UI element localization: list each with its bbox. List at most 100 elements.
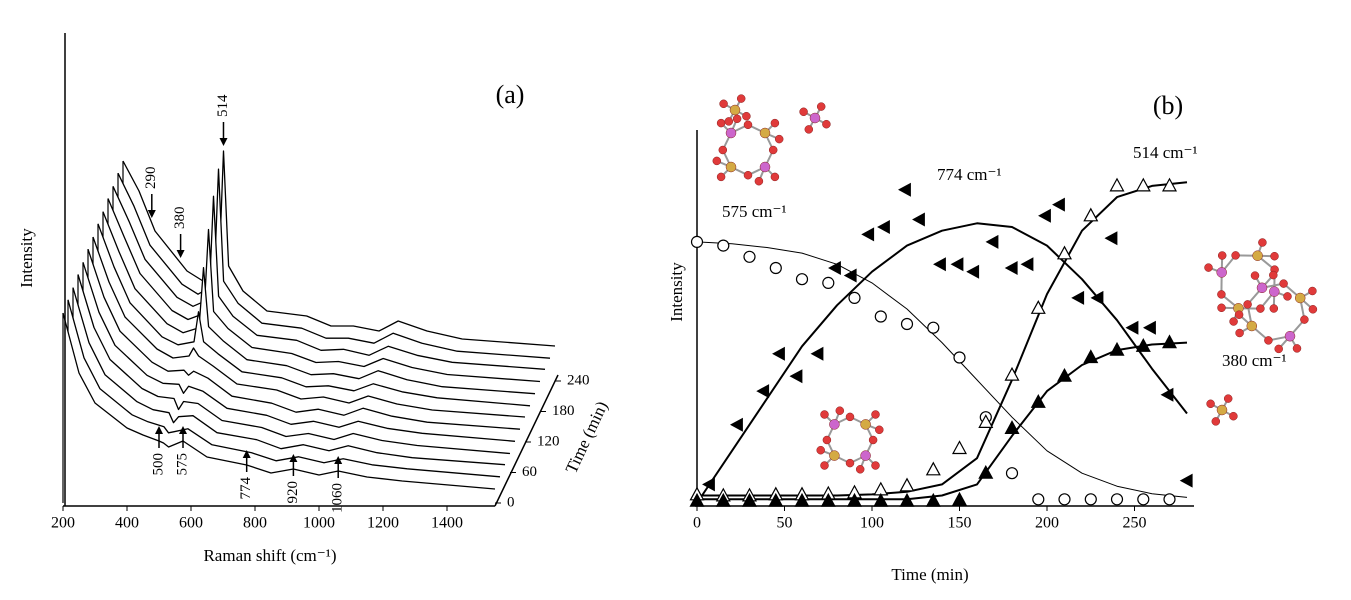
marker [1058, 493, 1071, 506]
atom [743, 170, 753, 180]
series-label: 774 cm⁻¹ [937, 165, 1002, 184]
marker [743, 250, 756, 263]
atom [871, 461, 880, 470]
z-tick-label: 180 [552, 403, 575, 419]
marker [1160, 387, 1174, 402]
marker [768, 492, 784, 507]
arrow-head [289, 454, 298, 462]
spectrum-line [67, 299, 501, 478]
marker [877, 219, 890, 235]
atom [871, 410, 880, 419]
atom [719, 99, 728, 109]
marker [861, 227, 875, 242]
molecule-icon [799, 102, 831, 134]
spectrum-line [82, 262, 516, 442]
atom [1246, 320, 1258, 332]
marker [1083, 207, 1099, 222]
marker [925, 461, 941, 476]
marker [933, 257, 946, 272]
x-tick-label: 800 [243, 515, 267, 532]
atom [1223, 394, 1233, 403]
marker [1030, 300, 1046, 314]
marker [1135, 177, 1151, 192]
spectrum-line [97, 223, 531, 407]
peak-label: 500 [150, 453, 166, 476]
marker [966, 264, 980, 279]
x-tick-label: 100 [860, 515, 884, 532]
atom [799, 107, 808, 117]
marker [1137, 493, 1150, 506]
marker [978, 464, 994, 479]
atom [770, 118, 780, 128]
marker [690, 235, 704, 248]
marker [715, 492, 731, 507]
y-axis-label: Intensity [17, 228, 36, 288]
atom [725, 127, 737, 139]
atom [1279, 279, 1288, 288]
marker [1084, 493, 1097, 506]
x-tick-label: 50 [777, 515, 793, 532]
atom [1269, 304, 1279, 313]
marker [741, 492, 758, 507]
molecule-icon [712, 114, 784, 186]
atom [804, 125, 814, 134]
arrow-head [176, 250, 185, 258]
atom [822, 119, 831, 129]
panel-label: (a) [496, 80, 525, 109]
spectrum-line [62, 312, 496, 490]
marker [1161, 177, 1178, 192]
arrow-head [147, 210, 156, 218]
atom [1217, 303, 1226, 313]
peak-label: 920 [285, 481, 301, 504]
fit-curve [696, 222, 1188, 504]
atom [1283, 292, 1292, 301]
spectrum-line [107, 198, 541, 383]
molecule-icon [1234, 270, 1318, 354]
x-tick-label: 200 [51, 515, 75, 532]
marker [717, 239, 730, 252]
atom [816, 445, 825, 455]
marker [730, 417, 743, 432]
atom [716, 172, 726, 182]
marker [899, 477, 915, 492]
marker [900, 317, 914, 331]
x-tick-label: 1000 [303, 515, 335, 532]
atom [855, 465, 865, 474]
atom [1270, 251, 1279, 261]
atom [1256, 304, 1265, 313]
atom [845, 458, 855, 468]
marker [756, 384, 770, 399]
atom [759, 161, 771, 173]
z-tick-label: 0 [507, 494, 515, 510]
atom [768, 145, 778, 155]
atom [1308, 305, 1318, 314]
x-tick-label: 150 [948, 515, 972, 532]
spectrum-line [102, 211, 536, 395]
marker [1110, 493, 1124, 506]
atom [1206, 399, 1215, 409]
marker [1032, 493, 1045, 506]
atom [1284, 330, 1296, 342]
marker [702, 477, 715, 492]
atom [1243, 300, 1252, 309]
atom [1204, 263, 1213, 272]
atom [868, 435, 878, 445]
marker [898, 182, 911, 197]
marker [1004, 420, 1020, 434]
atom [860, 450, 871, 461]
peak-label: 380 [172, 207, 188, 230]
x-tick-label: 200 [1035, 515, 1059, 532]
marker [1090, 290, 1104, 305]
peak-label: 1060 [330, 483, 346, 513]
atom [829, 450, 840, 461]
marker [950, 257, 964, 272]
atom [820, 461, 829, 470]
molecule-icon [1206, 394, 1238, 426]
atom [1217, 251, 1227, 260]
y-axis-label: Intensity [667, 262, 686, 322]
series-label: 575 cm⁻¹ [722, 202, 787, 221]
atom [732, 114, 742, 124]
atom [725, 161, 737, 173]
atom [860, 419, 871, 430]
atom [1269, 286, 1280, 297]
